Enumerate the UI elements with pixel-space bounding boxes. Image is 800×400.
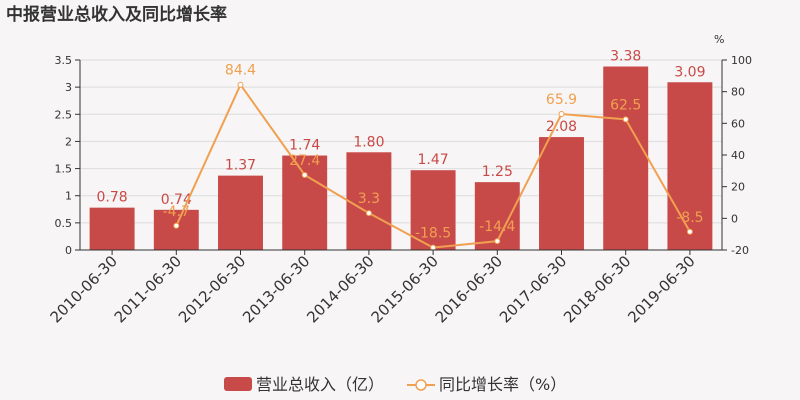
bar[interactable]	[218, 175, 263, 250]
bar-value-label: 3.09	[674, 64, 705, 80]
line-point[interactable]	[237, 81, 244, 88]
x-axis: 2010-06-302011-06-302012-06-302013-06-30…	[47, 249, 722, 326]
bar[interactable]	[539, 137, 584, 250]
chart-title: 中报营业总收入及同比增长率	[6, 4, 227, 25]
bar-series: 0.78 0.74 1.37 1.74 1.80 1.47 1.25 2.08 3.38 3.09	[89, 49, 713, 250]
y-right-tick-label: 80	[731, 86, 745, 99]
x-tick-label: 2011-06-30	[111, 252, 185, 326]
line-point[interactable]	[430, 244, 437, 251]
legend[interactable]: 营业总收入（亿） 同比增长率（%）	[224, 375, 566, 394]
y-left-tick-label: 2	[65, 135, 72, 148]
y-right-tick-label: 40	[731, 149, 745, 162]
x-tick-label: 2018-06-30	[560, 252, 634, 326]
bar-value-label: 1.37	[225, 158, 256, 174]
bar-value-label: 1.47	[418, 152, 449, 168]
y-right-tick-label: -20	[731, 244, 749, 257]
bar-value-label: 3.38	[610, 49, 641, 65]
x-tick-label: 2016-06-30	[432, 252, 506, 326]
line-value-label: 62.5	[610, 97, 641, 113]
line-value-label: -4.7	[163, 204, 190, 220]
x-tick-label: 2013-06-30	[239, 252, 313, 326]
bar[interactable]	[603, 66, 649, 250]
y-left-tick-label: 1.5	[55, 163, 73, 176]
line-point[interactable]	[622, 116, 629, 123]
y-axis-right: -20 0 20 40 60 80 100	[721, 54, 752, 257]
legend-bar-swatch	[224, 377, 252, 391]
line-value-label: 65.9	[546, 92, 577, 108]
bar-value-label: 0.74	[161, 192, 192, 208]
line-series: -4.7 84.4 27.4 3.3 -18.5 -14.4 65.9 62.5 -8.5	[163, 63, 704, 251]
line-value-label: 27.4	[289, 153, 320, 169]
line-point[interactable]	[558, 110, 565, 117]
legend-line-label: 同比增长率（%）	[439, 375, 566, 394]
line-point[interactable]	[686, 228, 693, 235]
bar[interactable]	[667, 82, 713, 250]
bar[interactable]	[153, 209, 199, 250]
line-point[interactable]	[301, 171, 308, 178]
bar-value-label: 0.78	[97, 190, 128, 206]
bar[interactable]	[282, 155, 328, 250]
line-value-label: -14.4	[479, 219, 515, 235]
y-left-tick-label: 0.5	[55, 217, 73, 230]
y-right-tick-label: 60	[731, 117, 745, 130]
y-right-tick-label: 0	[731, 212, 738, 225]
x-tick-label: 2017-06-30	[496, 252, 570, 326]
line-value-label: -8.5	[676, 210, 703, 226]
bar[interactable]	[410, 170, 456, 250]
y-left-tick-label: 0	[65, 244, 72, 257]
x-tick-label: 2019-06-30	[624, 252, 698, 326]
line-value-label: 3.3	[358, 191, 380, 207]
bar[interactable]	[89, 207, 135, 250]
x-tick-label: 2014-06-30	[303, 252, 377, 326]
y-left-tick-label: 3.5	[55, 54, 73, 67]
y-left-tick-label: 2.5	[55, 108, 73, 121]
y-left-tick-label: 3	[65, 81, 72, 94]
y-right-tick-label: 20	[731, 181, 745, 194]
line-point[interactable]	[173, 222, 180, 229]
y-axis-left: 0 0.5 1 1.5 2 2.5 3 3.5	[55, 54, 81, 257]
line-point[interactable]	[494, 238, 501, 245]
line-value-label: 84.4	[225, 63, 256, 79]
x-tick-label: 2010-06-30	[47, 252, 121, 326]
legend-bar-label: 营业总收入（亿）	[256, 375, 384, 394]
x-tick-label: 2012-06-30	[175, 252, 249, 326]
bar[interactable]	[346, 152, 392, 250]
x-tick-label: 2015-06-30	[368, 252, 442, 326]
bar-value-label: 1.80	[353, 134, 384, 150]
line-value-label: -18.5	[415, 226, 451, 242]
bar-value-label: 2.08	[546, 119, 577, 135]
legend-line-marker	[415, 379, 427, 391]
bar-value-label: 1.25	[482, 164, 513, 180]
y-right-tick-label: 100	[731, 54, 752, 67]
bar-value-label: 1.74	[289, 138, 320, 154]
y-axis-right-unit: %	[714, 33, 724, 46]
line-point[interactable]	[365, 210, 372, 217]
y-left-tick-label: 1	[65, 190, 72, 203]
